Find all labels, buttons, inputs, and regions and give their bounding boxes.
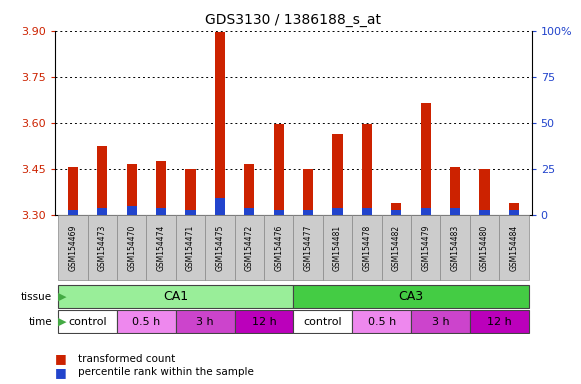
Bar [303, 210, 313, 215]
Bar [97, 208, 107, 215]
Text: percentile rank within the sample: percentile rank within the sample [78, 367, 254, 377]
Bar [323, 215, 352, 280]
Text: GSM154471: GSM154471 [186, 225, 195, 271]
Bar [332, 134, 343, 215]
Text: CA1: CA1 [163, 290, 188, 303]
Bar [293, 215, 323, 280]
Bar [146, 215, 176, 280]
Title: GDS3130 / 1386188_s_at: GDS3130 / 1386188_s_at [206, 13, 381, 27]
Bar [440, 215, 470, 280]
Text: ▶: ▶ [58, 316, 67, 327]
Bar [156, 208, 166, 215]
Bar [88, 215, 117, 280]
Text: GSM154484: GSM154484 [510, 225, 518, 271]
Bar [274, 124, 284, 215]
Bar [68, 167, 78, 215]
Bar [156, 161, 166, 215]
Bar [352, 215, 382, 280]
Bar [293, 310, 352, 333]
Bar [205, 215, 235, 280]
Bar [58, 285, 293, 308]
Bar [509, 210, 519, 215]
Bar [117, 310, 176, 333]
Text: GSM154469: GSM154469 [69, 225, 77, 271]
Text: GSM154472: GSM154472 [245, 225, 254, 271]
Bar [215, 199, 225, 215]
Bar [97, 146, 107, 215]
Text: transformed count: transformed count [78, 354, 175, 364]
Bar [215, 32, 225, 215]
Bar [176, 215, 205, 280]
Bar [352, 310, 411, 333]
Bar [421, 208, 431, 215]
Text: GSM154474: GSM154474 [156, 225, 166, 271]
Text: 0.5 h: 0.5 h [132, 316, 160, 327]
Bar [362, 208, 372, 215]
Text: time: time [28, 316, 52, 327]
Text: ■: ■ [55, 366, 67, 379]
Bar [479, 210, 490, 215]
Text: 12 h: 12 h [487, 316, 512, 327]
Bar [391, 203, 401, 215]
Bar [303, 169, 313, 215]
Text: GSM154478: GSM154478 [363, 225, 371, 271]
Text: control: control [68, 316, 107, 327]
Bar [68, 210, 78, 215]
Bar [127, 206, 137, 215]
Text: 3 h: 3 h [196, 316, 214, 327]
Text: GSM154476: GSM154476 [274, 225, 283, 271]
Bar [185, 210, 196, 215]
Bar [450, 208, 460, 215]
Bar [176, 310, 235, 333]
Bar [127, 164, 137, 215]
Text: 0.5 h: 0.5 h [368, 316, 396, 327]
Bar [411, 215, 440, 280]
Bar [185, 169, 196, 215]
Bar [411, 310, 470, 333]
Bar [244, 208, 254, 215]
Text: CA3: CA3 [399, 290, 424, 303]
Text: 12 h: 12 h [252, 316, 277, 327]
Bar [391, 210, 401, 215]
Bar [264, 215, 293, 280]
Bar [244, 164, 254, 215]
Bar [421, 103, 431, 215]
Text: GSM154480: GSM154480 [480, 225, 489, 271]
Bar [362, 124, 372, 215]
Bar [479, 169, 490, 215]
Text: GSM154477: GSM154477 [304, 225, 313, 271]
Text: GSM154475: GSM154475 [216, 225, 224, 271]
Bar [470, 215, 499, 280]
Bar [470, 310, 529, 333]
Text: 3 h: 3 h [432, 316, 449, 327]
Text: control: control [303, 316, 342, 327]
Text: ▶: ▶ [58, 291, 67, 302]
Bar [450, 167, 460, 215]
Text: GSM154482: GSM154482 [392, 225, 401, 271]
Bar [235, 215, 264, 280]
Bar [509, 203, 519, 215]
Bar [235, 310, 293, 333]
Text: GSM154481: GSM154481 [333, 225, 342, 271]
Bar [274, 210, 284, 215]
Bar [117, 215, 146, 280]
Bar [58, 310, 117, 333]
Text: GSM154470: GSM154470 [127, 225, 136, 271]
Text: GSM154479: GSM154479 [421, 225, 431, 271]
Bar [382, 215, 411, 280]
Text: ■: ■ [55, 353, 67, 366]
Bar [58, 215, 88, 280]
Bar [293, 285, 529, 308]
Bar [499, 215, 529, 280]
Text: GSM154483: GSM154483 [451, 225, 460, 271]
Text: GSM154473: GSM154473 [98, 225, 107, 271]
Bar [332, 208, 343, 215]
Text: tissue: tissue [21, 291, 52, 302]
